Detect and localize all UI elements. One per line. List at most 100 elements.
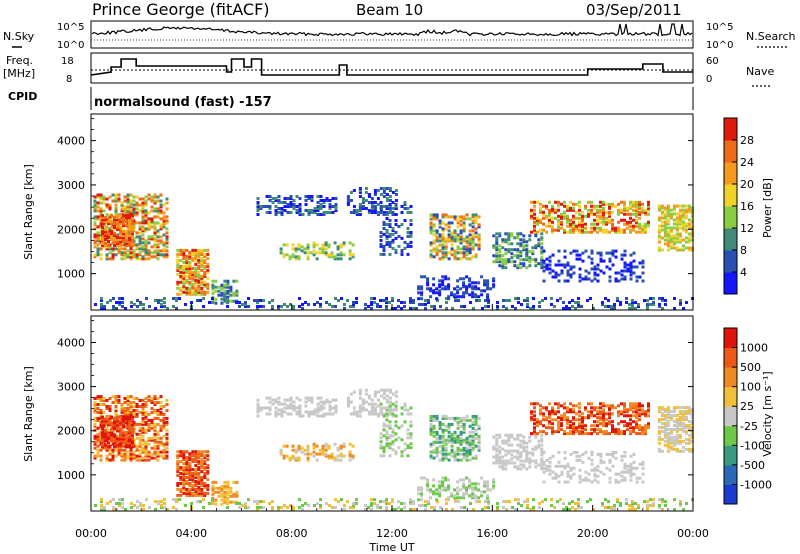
- data-cell: [638, 202, 641, 206]
- data-cell: [675, 437, 679, 441]
- data-cell: [131, 435, 134, 439]
- data-cell: [321, 251, 325, 255]
- data-cell: [367, 402, 371, 406]
- data-cell: [678, 427, 682, 431]
- data-cell: [566, 416, 569, 420]
- data-cell: [593, 228, 596, 232]
- data-cell: [584, 230, 587, 234]
- data-cell: [108, 418, 112, 422]
- data-cell: [100, 500, 103, 504]
- data-cell: [441, 422, 445, 426]
- data-cell: [593, 265, 597, 269]
- data-cell: [96, 395, 100, 399]
- data-cell: [525, 457, 529, 461]
- data-cell: [551, 470, 555, 474]
- data-cell: [328, 211, 332, 214]
- data-cell: [540, 248, 544, 252]
- data-cell: [540, 451, 544, 455]
- data-cell: [128, 228, 131, 232]
- data-cell: [232, 279, 236, 283]
- data-cell: [153, 410, 157, 414]
- data-cell: [435, 229, 439, 233]
- data-cell: [113, 419, 116, 423]
- data-cell: [690, 234, 694, 238]
- data-cell: [373, 193, 377, 196]
- data-cell: [516, 248, 520, 252]
- data-cell: [669, 418, 673, 421]
- data-cell: [304, 502, 307, 505]
- data-cell: [444, 213, 448, 217]
- data-cell: [611, 218, 614, 222]
- data-cell: [319, 303, 322, 306]
- data-cell: [238, 502, 241, 505]
- data-cell: [122, 425, 125, 429]
- data-cell: [666, 441, 670, 445]
- data-cell: [194, 280, 198, 284]
- data-cell: [629, 265, 633, 269]
- data-cell: [565, 307, 568, 310]
- data-cell: [516, 433, 520, 437]
- data-cell: [122, 214, 125, 218]
- data-cell: [441, 215, 445, 219]
- data-cell: [185, 270, 189, 274]
- data-cell: [608, 259, 612, 263]
- data-cell: [508, 500, 511, 504]
- data-cell: [156, 436, 160, 440]
- data-cell: [156, 410, 160, 414]
- data-cell: [132, 456, 136, 460]
- data-cell: [194, 250, 198, 254]
- data-cell: [486, 279, 490, 283]
- data-cell: [310, 410, 314, 414]
- data-cell: [590, 424, 593, 428]
- data-cell: [432, 456, 436, 460]
- data-cell: [548, 271, 552, 275]
- data-cell: [283, 303, 286, 306]
- data-cell: [289, 406, 293, 410]
- data-cell: [285, 253, 289, 257]
- data-cell: [244, 303, 247, 306]
- data-cell: [182, 260, 186, 264]
- data-cell: [672, 435, 676, 439]
- data-cell: [444, 448, 448, 452]
- data-cell: [202, 305, 205, 308]
- data-cell: [125, 242, 128, 245]
- data-cell: [126, 412, 130, 416]
- data-cell: [432, 442, 436, 446]
- data-cell: [406, 211, 410, 214]
- data-cell: [542, 450, 546, 454]
- data-cell: [605, 222, 608, 226]
- data-cell: [596, 204, 599, 208]
- data-cell: [203, 485, 207, 489]
- data-cell: [438, 426, 442, 430]
- data-cell: [435, 239, 439, 243]
- data-cell: [617, 422, 620, 426]
- data-cell: [153, 397, 157, 400]
- data-cell: [663, 418, 667, 421]
- data-cell: [643, 299, 646, 302]
- data-cell: [382, 390, 386, 394]
- data-cell: [599, 216, 602, 220]
- data-cell: [501, 455, 505, 459]
- data-cell: [666, 234, 670, 238]
- data-cell: [417, 297, 421, 301]
- data-cell: [321, 446, 325, 450]
- data-cell: [352, 305, 355, 308]
- data-cell: [445, 502, 448, 505]
- data-cell: [367, 195, 371, 198]
- data-cell: [430, 305, 433, 308]
- data-cell: [122, 417, 125, 421]
- data-cell: [523, 299, 526, 302]
- data-cell: [182, 286, 186, 290]
- data-cell: [474, 293, 478, 297]
- data-cell: [141, 217, 145, 221]
- data-cell: [507, 250, 511, 254]
- data-cell: [291, 255, 295, 259]
- data-cell: [135, 235, 139, 239]
- data-cell: [427, 299, 430, 302]
- data-cell: [108, 407, 112, 410]
- data-cell: [211, 492, 215, 496]
- data-cell: [131, 445, 134, 449]
- data-cell: [388, 396, 392, 400]
- data-cell: [132, 412, 136, 416]
- data-cell: [343, 307, 346, 310]
